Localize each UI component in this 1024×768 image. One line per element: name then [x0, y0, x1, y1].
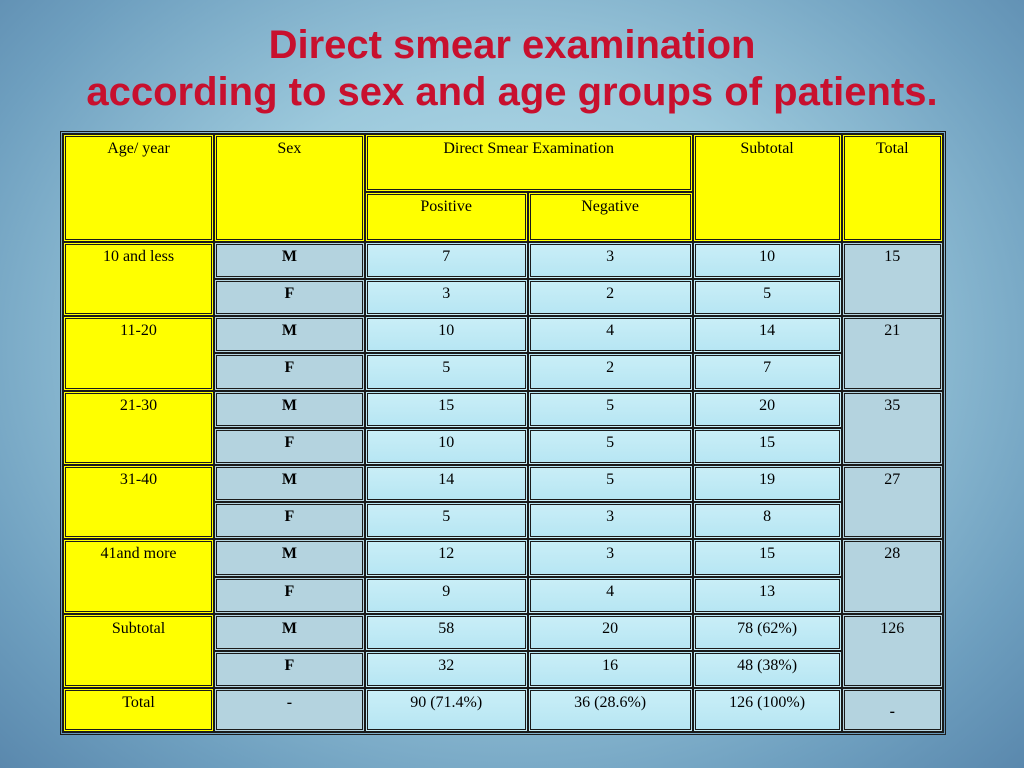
negative-cell: 5 — [527, 465, 693, 503]
title-line-1: Direct smear examination — [268, 23, 756, 67]
age-group-cell: 31-40 — [63, 465, 215, 540]
sex-cell: M — [214, 539, 365, 577]
total-cell: 15 — [841, 241, 943, 317]
subtotal-cell: 8 — [692, 502, 842, 540]
sex-cell: F — [214, 576, 365, 614]
subtotal-cell: 14 — [692, 316, 842, 354]
sex-cell: F — [214, 502, 365, 540]
age-group-cell: 10 and less — [63, 241, 215, 317]
header-direct-smear: Direct Smear Examination — [364, 134, 693, 192]
total-sex-cell: - — [214, 688, 365, 732]
positive-cell: 58 — [364, 613, 528, 652]
positive-cell: 32 — [364, 651, 528, 689]
subtotal-cell: 15 — [692, 539, 842, 577]
total-positive-cell: 90 (71.4%) — [364, 688, 528, 732]
positive-cell: 10 — [364, 427, 528, 465]
header-positive: Positive — [364, 191, 528, 242]
total-row: Total -90 (71.4%) 36 (28.6%) 126 (100%) - — [63, 688, 943, 732]
total-cell: 35 — [841, 390, 943, 465]
subtotal-cell: 5 — [692, 278, 842, 317]
smear-table: Age/ year Sex Direct Smear Examination S… — [60, 131, 946, 735]
header-sex: Sex — [214, 134, 365, 242]
header-age: Age/ year — [63, 134, 215, 242]
age-group-cell: 21-30 — [63, 390, 215, 465]
negative-cell: 20 — [527, 613, 693, 652]
table-row: F 10 5 15 — [63, 427, 943, 465]
total-negative-cell: 36 (28.6%) — [527, 688, 693, 732]
grand-total-cell: - — [841, 688, 943, 732]
positive-cell: 5 — [364, 353, 528, 391]
subtotal-cell: 78 (62%) — [692, 613, 842, 652]
subtotal-cell: 15 — [692, 427, 842, 465]
negative-cell: 4 — [527, 316, 693, 354]
header-row-2: Positive Negative — [63, 191, 943, 242]
sex-cell: F — [214, 651, 365, 689]
negative-cell: 2 — [527, 353, 693, 391]
sex-cell: M — [214, 241, 365, 279]
sex-cell: M — [214, 316, 365, 354]
sex-cell: M — [214, 613, 365, 652]
positive-cell: 14 — [364, 465, 528, 503]
negative-cell: 4 — [527, 576, 693, 614]
total-cell: 126 — [841, 613, 943, 689]
negative-cell: 16 — [527, 651, 693, 689]
positive-cell: 12 — [364, 539, 528, 577]
negative-cell: 5 — [527, 427, 693, 465]
age-group-cell: 11-20 — [63, 316, 215, 391]
subtotal-cell: 13 — [692, 576, 842, 614]
table-row: F 9 4 13 — [63, 576, 943, 614]
slide-title: Direct smear examination according to se… — [0, 22, 1024, 116]
age-group-cell: Subtotal — [63, 613, 215, 689]
header-negative: Negative — [527, 191, 693, 242]
total-cell: 28 — [841, 539, 943, 614]
header-row-1: Age/ year Sex Direct Smear Examination S… — [63, 134, 943, 242]
negative-cell: 3 — [527, 539, 693, 577]
table-body: Age/ year Sex Direct Smear Examination S… — [63, 134, 943, 732]
total-label-cell: Total — [63, 688, 215, 732]
subtotal-cell: 48 (38%) — [692, 651, 842, 689]
negative-cell: 3 — [527, 502, 693, 540]
table-row: F 32 16 48 (38%) — [63, 651, 943, 689]
total-subtotal-cell: 126 (100%) — [692, 688, 842, 732]
subtotal-cell: 20 — [692, 390, 842, 428]
sex-cell: M — [214, 465, 365, 503]
negative-cell: 2 — [527, 278, 693, 317]
table-row: 11-20 M 10 4 14 21 — [63, 316, 943, 391]
positive-cell: 10 — [364, 316, 528, 354]
total-cell: 27 — [841, 465, 943, 540]
positive-cell: 9 — [364, 576, 528, 614]
subtotal-cell: 10 — [692, 241, 842, 279]
age-group-cell: 41and more — [63, 539, 215, 614]
subtotal-cell: 19 — [692, 465, 842, 503]
negative-cell: 5 — [527, 390, 693, 428]
positive-cell: 5 — [364, 502, 528, 540]
table-row: Subtotal M 58 20 78 (62%) 126 — [63, 613, 943, 689]
subtotal-cell: 7 — [692, 353, 842, 391]
title-line-2: according to sex and age groups of patie… — [86, 70, 938, 114]
sex-cell: M — [214, 390, 365, 428]
positive-cell: 15 — [364, 390, 528, 428]
sex-cell: F — [214, 353, 365, 391]
table-row: 31-40 M 14 5 19 27 — [63, 465, 943, 540]
header-subtotal: Subtotal — [692, 134, 842, 242]
negative-cell: 3 — [527, 241, 693, 279]
sex-cell: F — [214, 427, 365, 465]
sex-cell: F — [214, 278, 365, 317]
total-cell: 21 — [841, 316, 943, 391]
positive-cell: 3 — [364, 278, 528, 317]
table-row: 10 and less M 7 3 10 15 — [63, 241, 943, 317]
positive-cell: 7 — [364, 241, 528, 279]
table-row: 41and more M 12 3 15 28 — [63, 539, 943, 614]
table-row: 21-30 M 15 5 20 35 — [63, 390, 943, 465]
header-total: Total — [841, 134, 943, 242]
